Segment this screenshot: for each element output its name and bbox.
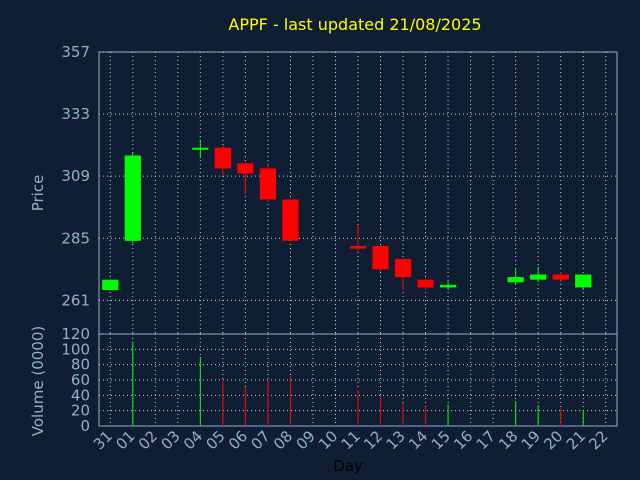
candle-body [530,274,547,280]
x-tick-labels: 3101020304050607080910111213141516171819… [90,427,612,453]
volume-tick-label: 0 [80,417,90,435]
price-tick-label: 333 [61,105,90,123]
candle-body [349,246,367,249]
price-panel: 261 285 309 333 357 [61,43,618,335]
chart-title: APPF - last updated 21/08/2025 [228,15,481,34]
candle-body [102,279,119,291]
candle-body [507,277,524,283]
volume-tick-label: 100 [61,340,90,358]
price-tick-labels: 261 285 309 333 357 [61,43,90,309]
volume-tick-label: 60 [71,371,90,389]
candle-body [259,168,277,200]
price-tick-label: 357 [61,43,90,61]
candle-body [439,284,457,288]
price-tick-label: 261 [61,291,90,309]
candle-body [394,258,412,278]
volume-tick-label: 120 [61,325,90,343]
candle-body [237,163,254,174]
candles [102,139,592,291]
x-axis-label: Day [333,457,363,475]
volume-axis-label: Volume (0000) [29,326,47,436]
price-plot-frame [98,51,618,335]
price-tick-label: 285 [61,229,90,247]
candle-body [575,274,592,288]
candle-body [552,274,569,280]
candle-body [214,147,231,169]
candle-body [282,199,299,241]
volume-tick-label: 20 [71,402,90,420]
price-tick-label: 309 [61,167,90,185]
x-tick-label: 22 [585,427,611,453]
candle-body [192,147,209,150]
candle-body [372,246,389,270]
candle-body [124,155,141,241]
price-grid [99,51,617,334]
volume-bars [132,341,584,426]
volume-tick-label: 40 [71,386,90,404]
price-axis-label: Price [29,175,47,212]
candle-body [417,279,434,288]
volume-tick-label: 80 [71,356,90,374]
